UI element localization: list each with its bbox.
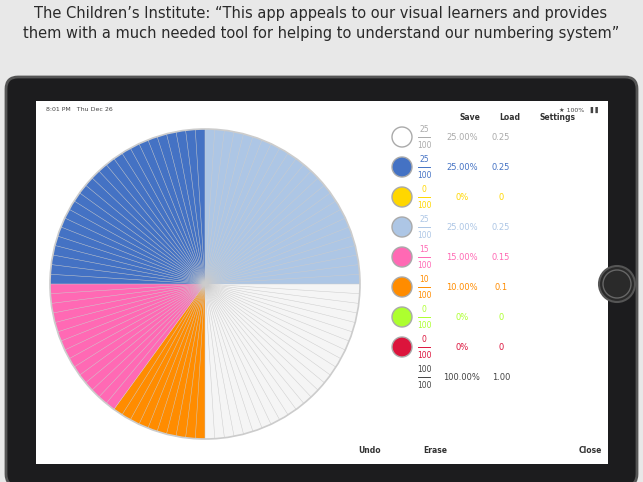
Text: 25.00%: 25.00% [446,133,478,142]
Text: 0: 0 [422,335,426,344]
Text: 0.25: 0.25 [492,223,510,231]
Text: 0.1: 0.1 [494,282,507,292]
Text: 25: 25 [419,124,429,134]
Text: 100.00%: 100.00% [444,373,480,381]
Text: 10: 10 [419,275,429,283]
Text: 0.25: 0.25 [492,133,510,142]
Text: Undo: Undo [359,446,381,455]
Text: 100: 100 [417,364,431,374]
Circle shape [392,187,412,207]
Text: 100: 100 [417,171,431,179]
Text: 25.00%: 25.00% [446,223,478,231]
Circle shape [392,157,412,177]
Circle shape [392,337,412,357]
Text: 15: 15 [419,244,429,254]
Text: 0%: 0% [455,192,469,201]
Text: 100: 100 [417,350,431,360]
Wedge shape [50,129,205,284]
Circle shape [50,129,360,439]
Wedge shape [114,284,205,439]
Text: Erase: Erase [423,446,447,455]
Text: 25.00%: 25.00% [446,162,478,172]
Circle shape [392,217,412,237]
Text: The Children’s Institute: “This app appeals to our visual learners and provides
: The Children’s Institute: “This app appe… [23,6,619,41]
Text: 0: 0 [422,305,426,313]
Circle shape [392,127,412,147]
Text: 1.00: 1.00 [492,373,510,381]
Text: 0.15: 0.15 [492,253,510,262]
Text: 0: 0 [498,312,503,321]
Wedge shape [205,129,360,284]
Circle shape [599,266,635,302]
Wedge shape [205,284,360,439]
Text: 0: 0 [498,192,503,201]
Text: ★ 100%  ▐▐: ★ 100% ▐▐ [559,107,598,113]
Wedge shape [50,284,205,409]
Text: 0.25: 0.25 [492,162,510,172]
Text: 0%: 0% [455,312,469,321]
Text: 100: 100 [417,380,431,389]
Text: 100: 100 [417,260,431,269]
Text: 8:01 PM   Thu Dec 26: 8:01 PM Thu Dec 26 [46,107,113,112]
Circle shape [392,277,412,297]
Text: 100: 100 [417,230,431,240]
Circle shape [392,247,412,267]
Text: 0: 0 [422,185,426,193]
FancyBboxPatch shape [6,77,637,482]
Text: 0: 0 [498,343,503,351]
Text: Save: Save [460,113,480,122]
Text: 100: 100 [417,140,431,149]
Text: 25: 25 [419,155,429,163]
Text: 15.00%: 15.00% [446,253,478,262]
Bar [36,101,608,464]
Circle shape [392,307,412,327]
Text: Close: Close [578,446,602,455]
Text: 10.00%: 10.00% [446,282,478,292]
Text: 0%: 0% [455,343,469,351]
Text: 100: 100 [417,291,431,299]
Text: 100: 100 [417,201,431,210]
Text: 100: 100 [417,321,431,330]
Text: Settings: Settings [540,113,576,122]
Text: 25: 25 [419,214,429,224]
Text: Load: Load [500,113,520,122]
